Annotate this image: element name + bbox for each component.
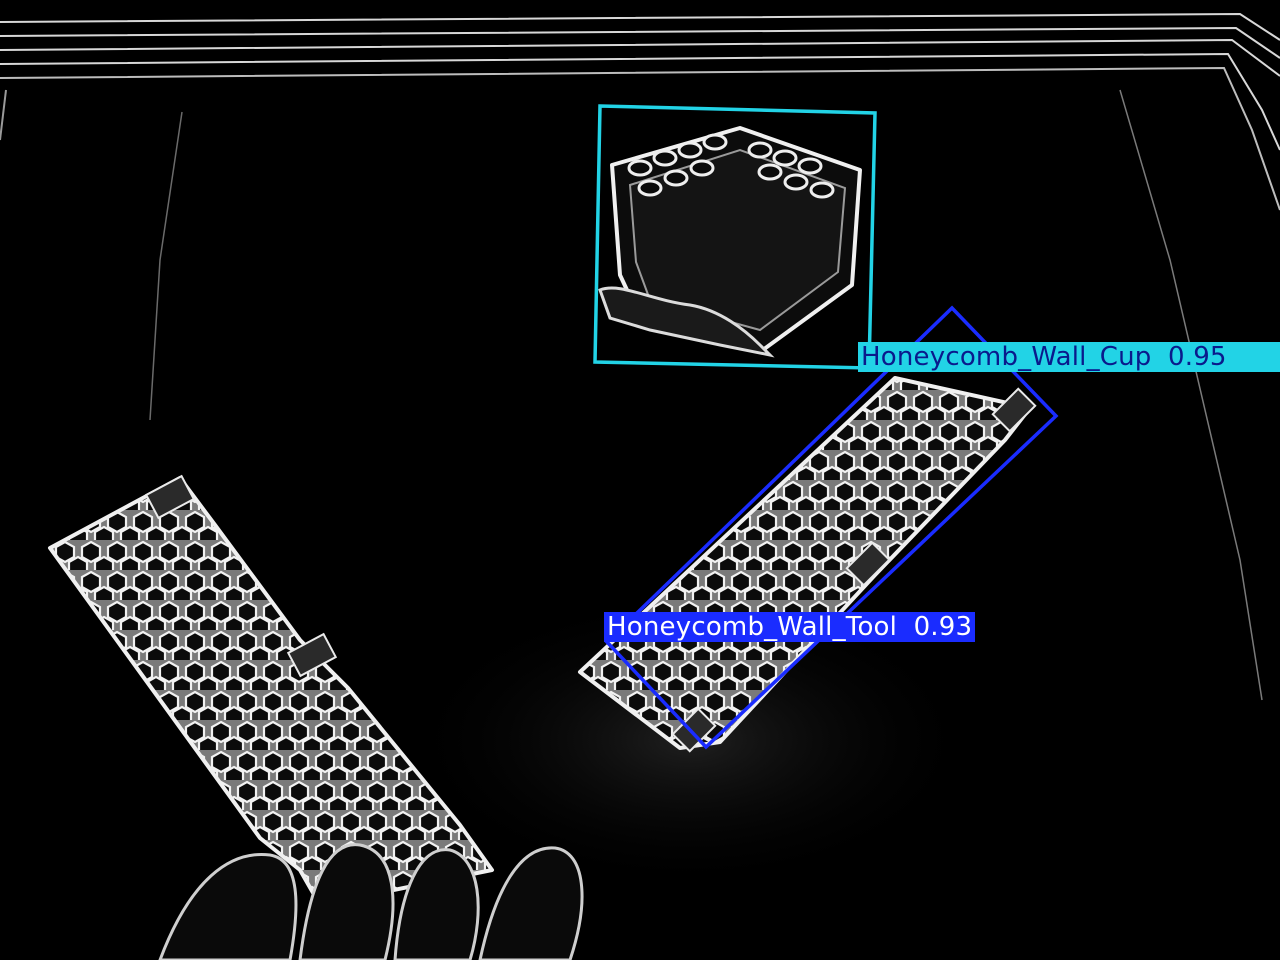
left-honeycomb-panel <box>48 474 494 907</box>
cup-detection-label: Honeycomb_Wall_Cup 0.95 <box>858 342 1280 372</box>
hand <box>158 843 584 960</box>
cup-class-name: Honeycomb_Wall_Cup <box>861 342 1152 372</box>
tool-class-name: Honeycomb_Wall_Tool <box>607 612 898 642</box>
honeycomb-cup <box>598 126 862 358</box>
tool-confidence: 0.93 <box>913 612 973 642</box>
tool-detection-label: Honeycomb_Wall_Tool 0.93 <box>604 612 976 642</box>
cup-confidence: 0.95 <box>1167 342 1227 372</box>
container-frame <box>0 12 1280 701</box>
tool-detection-box <box>604 305 1059 750</box>
right-honeycomb-panel <box>578 376 1037 753</box>
